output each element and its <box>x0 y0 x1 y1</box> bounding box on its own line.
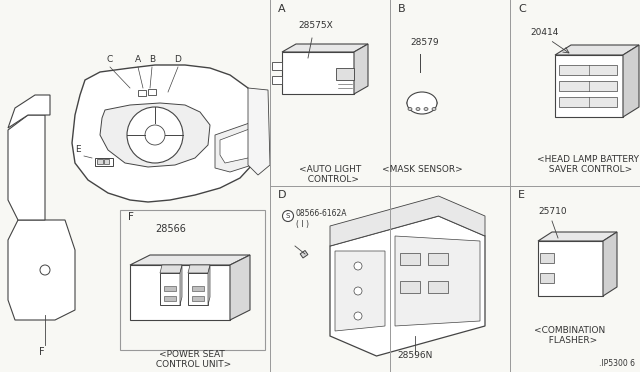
Text: 28579: 28579 <box>410 38 438 47</box>
Text: <COMBINATION
  FLASHER>: <COMBINATION FLASHER> <box>534 326 605 345</box>
Polygon shape <box>330 216 485 356</box>
Bar <box>336 68 354 80</box>
Polygon shape <box>354 44 368 94</box>
Bar <box>559 81 617 91</box>
Text: 28575X: 28575X <box>298 21 333 30</box>
Polygon shape <box>395 236 480 326</box>
Bar <box>428 281 448 293</box>
Polygon shape <box>330 196 485 246</box>
Bar <box>192 296 204 301</box>
Bar <box>188 273 208 305</box>
Bar <box>148 89 156 95</box>
Bar <box>160 273 180 305</box>
Text: <MASK SENSOR>: <MASK SENSOR> <box>381 165 462 174</box>
Ellipse shape <box>407 92 437 114</box>
Polygon shape <box>248 88 270 175</box>
Text: 20414: 20414 <box>530 28 558 37</box>
Polygon shape <box>215 120 262 172</box>
Ellipse shape <box>416 108 420 110</box>
Text: E: E <box>75 145 81 154</box>
Polygon shape <box>72 65 262 202</box>
Text: F: F <box>128 212 134 222</box>
Bar <box>400 281 420 293</box>
Text: B: B <box>398 4 406 14</box>
Bar <box>164 286 176 291</box>
Polygon shape <box>188 265 210 273</box>
Text: A: A <box>135 55 141 64</box>
Text: 08566-6162A
( I ): 08566-6162A ( I ) <box>296 209 348 229</box>
Polygon shape <box>130 255 250 265</box>
Ellipse shape <box>408 108 412 110</box>
Polygon shape <box>160 265 182 273</box>
Circle shape <box>354 262 362 270</box>
Ellipse shape <box>407 98 437 108</box>
Text: .IP5300 6: .IP5300 6 <box>599 359 635 368</box>
Polygon shape <box>603 232 617 296</box>
Polygon shape <box>208 265 210 305</box>
Polygon shape <box>8 220 75 320</box>
Bar <box>300 250 308 258</box>
Bar <box>559 65 617 75</box>
Bar <box>192 286 204 291</box>
Polygon shape <box>282 44 368 52</box>
Text: A: A <box>278 4 285 14</box>
Text: F: F <box>39 347 45 357</box>
Bar <box>540 273 554 283</box>
Bar <box>428 253 448 265</box>
Polygon shape <box>8 115 45 220</box>
Circle shape <box>40 265 50 275</box>
Text: S: S <box>286 213 290 219</box>
Bar <box>95 158 113 166</box>
Text: B: B <box>149 55 155 64</box>
Bar <box>104 159 109 164</box>
Text: C: C <box>518 4 525 14</box>
Text: E: E <box>518 190 525 200</box>
Text: 28566: 28566 <box>155 224 186 234</box>
Text: <POWER SEAT
 CONTROL UNIT>: <POWER SEAT CONTROL UNIT> <box>153 350 231 369</box>
Text: <HEAD LAMP BATTERY
  SAVER CONTROL>: <HEAD LAMP BATTERY SAVER CONTROL> <box>537 155 639 174</box>
Bar <box>138 90 146 96</box>
Polygon shape <box>220 128 255 163</box>
Ellipse shape <box>432 108 436 110</box>
Circle shape <box>145 125 165 145</box>
Bar <box>164 296 176 301</box>
Bar <box>540 253 554 263</box>
Circle shape <box>282 211 294 221</box>
Polygon shape <box>335 251 385 331</box>
Bar <box>272 62 282 70</box>
Circle shape <box>354 287 362 295</box>
Polygon shape <box>555 45 639 55</box>
Bar <box>97 159 103 164</box>
Circle shape <box>354 312 362 320</box>
Polygon shape <box>230 255 250 320</box>
Bar <box>400 253 420 265</box>
Text: D: D <box>175 55 181 64</box>
Circle shape <box>127 107 183 163</box>
Polygon shape <box>100 103 210 167</box>
Text: <AUTO LIGHT
  CONTROL>: <AUTO LIGHT CONTROL> <box>299 165 361 185</box>
Polygon shape <box>8 95 50 128</box>
Polygon shape <box>180 265 182 305</box>
Polygon shape <box>555 55 623 117</box>
Bar <box>120 210 265 350</box>
Text: C: C <box>107 55 113 64</box>
Text: 25710: 25710 <box>538 207 566 216</box>
Polygon shape <box>538 241 603 296</box>
Text: D: D <box>278 190 287 200</box>
Bar <box>272 76 282 84</box>
Polygon shape <box>130 265 230 320</box>
Polygon shape <box>623 45 639 117</box>
Polygon shape <box>282 52 354 94</box>
Polygon shape <box>538 232 617 241</box>
Bar <box>559 97 617 107</box>
Ellipse shape <box>424 108 428 110</box>
Text: 28596N: 28596N <box>397 351 433 360</box>
